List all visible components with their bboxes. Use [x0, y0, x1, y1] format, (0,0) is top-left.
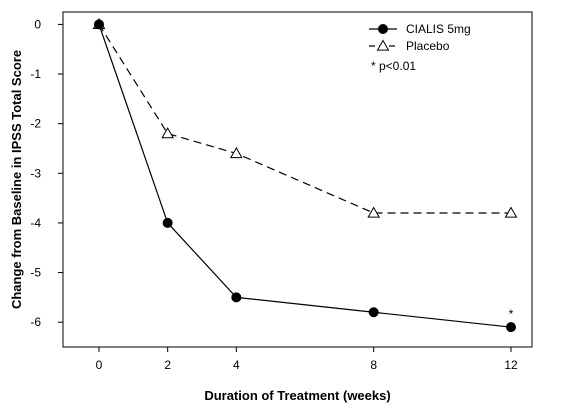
- series-placebo: [92, 17, 518, 218]
- x-tick-label: 0: [96, 358, 103, 372]
- data-point-cialis-5mg: [506, 322, 516, 333]
- x-axis-title: Duration of Treatment (weeks): [204, 388, 390, 403]
- data-point-cialis-5mg: [231, 292, 242, 303]
- legend-label-placebo: Placebo: [406, 39, 450, 53]
- data-point-placebo: [161, 127, 175, 139]
- data-point-cialis-5mg: [368, 307, 379, 318]
- y-tick-label: -1: [30, 67, 41, 81]
- legend-marker-placebo: [376, 39, 390, 51]
- x-tick-label: 2: [164, 358, 171, 372]
- y-axis-title: Change from Baseline in IPSS Total Score: [9, 50, 24, 309]
- legend: * p<0.01 CIALIS 5mg Placebo: [369, 22, 471, 73]
- x-tick-label: 8: [370, 358, 377, 372]
- series-layer: *: [92, 17, 518, 333]
- y-tick-label: -5: [30, 266, 41, 280]
- legend-marker-cialis-5mg: [378, 24, 388, 34]
- x-tick-label: 4: [233, 358, 240, 372]
- legend-label-cialis-5mg: CIALIS 5mg: [406, 22, 471, 36]
- data-point-placebo: [504, 206, 518, 218]
- legend-note-significance: * p<0.01: [371, 59, 416, 73]
- data-point-placebo: [367, 206, 381, 218]
- series-line-cialis-5mg: [98, 24, 512, 328]
- data-point-placebo: [229, 146, 243, 159]
- data-point-cialis-5mg: [94, 19, 104, 30]
- data-point-cialis-5mg: [162, 217, 173, 228]
- y-tick-label: -2: [30, 117, 41, 131]
- y-tick-label: -6: [30, 315, 41, 329]
- y-tick-label: -4: [30, 216, 41, 230]
- y-tick-label: -3: [30, 166, 41, 180]
- series-cialis-5mg: [94, 19, 516, 333]
- plot-frame: [62, 11, 533, 348]
- significance-asterisk: *: [509, 307, 514, 321]
- y-tick-label: 0: [34, 17, 41, 31]
- x-tick-label: 12: [504, 358, 518, 372]
- axes: 0 -1 -2 -3 -4 -5 -6 0 2 4 8 12: [30, 11, 533, 372]
